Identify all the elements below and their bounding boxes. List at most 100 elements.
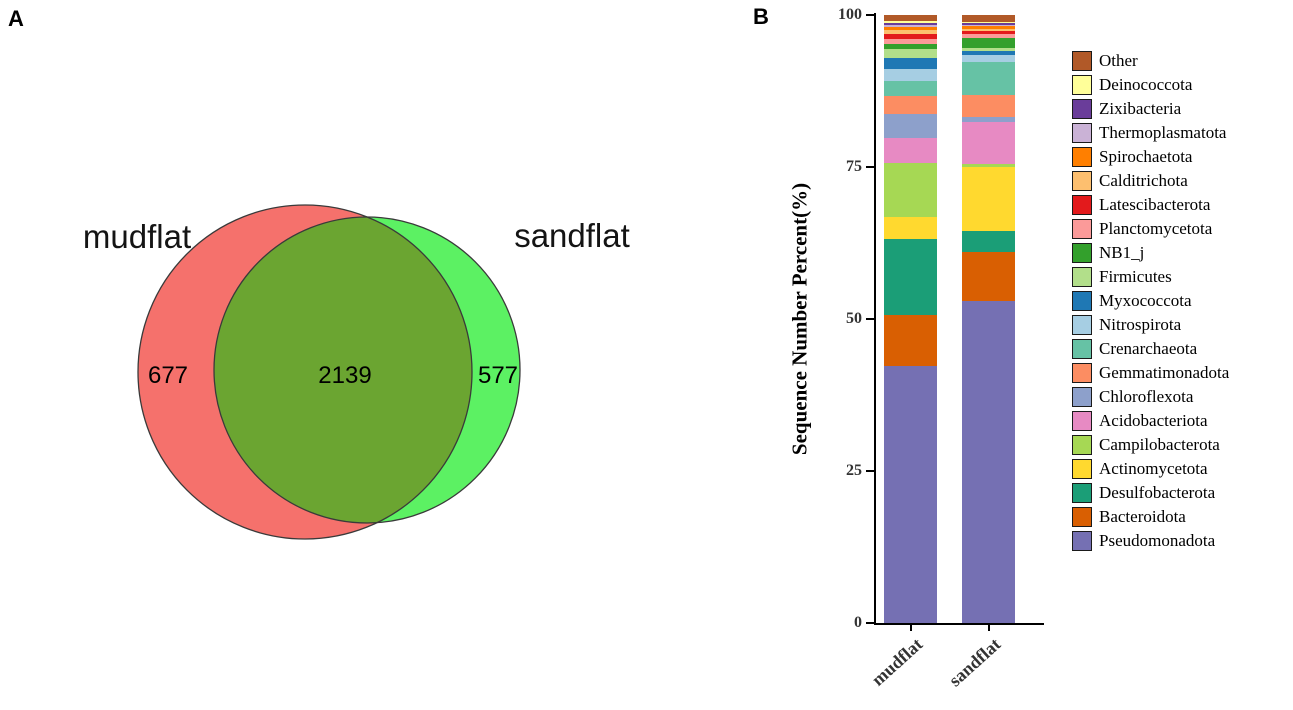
legend-swatch [1072, 123, 1092, 143]
x-tick-sandflat [987, 625, 990, 631]
bar-segment-myxococcota [962, 51, 1015, 55]
legend-swatch [1072, 51, 1092, 71]
legend-label: Firmicutes [1099, 267, 1172, 286]
legend-item-bacteroidota: Bacteroidota [1072, 507, 1229, 527]
bar-segment-chloroflexota [884, 114, 937, 139]
legend-swatch [1072, 99, 1092, 119]
bar-segment-spirochaetota [884, 27, 937, 31]
legend-swatch [1072, 363, 1092, 383]
bar-segment-myxococcota [884, 57, 937, 69]
legend-swatch [1072, 75, 1092, 95]
legend-label: Deinococcota [1099, 75, 1193, 94]
legend-item-desulfobacterota: Desulfobacterota [1072, 483, 1229, 503]
bar-segment-acidobacteriota [884, 138, 937, 163]
venn-diagram: mudflat sandflat 677 2139 577 [83, 204, 630, 540]
bar-segment-acidobacteriota [962, 121, 1015, 165]
bar-segment-bacteroidota [962, 252, 1015, 301]
bar-segment-nitrospirota [962, 54, 1015, 62]
legend-item-chloroflexota: Chloroflexota [1072, 387, 1229, 407]
chart-legend: Other Deinococcota Zixibacteria Thermoplasm… [1072, 51, 1230, 551]
legend-swatch [1072, 315, 1092, 335]
legend-item-nb1_j: NB1_j [1072, 243, 1229, 263]
stacked-bar-plot [878, 15, 1044, 623]
x-tick-label-sandflat: sandflat [944, 634, 1004, 691]
y-tick-75 [866, 166, 874, 168]
bar-segment-deinococcota [962, 21, 1015, 24]
y-axis-line [874, 13, 876, 625]
legend-item-thermoplasmatota: Thermoplasmatota [1072, 123, 1229, 143]
legend-item-campilobacterota: Campilobacterota [1072, 435, 1229, 455]
legend-item-nitrospirota: Nitrospirota [1072, 315, 1229, 335]
y-tick-label-100: 100 [838, 6, 862, 23]
legend-label: Nitrospirota [1099, 315, 1182, 334]
bar-segment-chloroflexota [962, 116, 1015, 122]
stacked-bar-sandflat [962, 15, 1015, 623]
bar-segment-actinomycetota [962, 167, 1015, 231]
y-tick-label-50: 50 [846, 310, 862, 327]
legend-swatch [1072, 435, 1092, 455]
bar-segment-nb1_j [962, 38, 1015, 49]
bar-segment-pseudomonadota [962, 300, 1015, 623]
legend-item-calditrichota: Calditrichota [1072, 171, 1229, 191]
bar-segment-gemmatimonadota [884, 95, 937, 115]
legend-label: Spirochaetota [1099, 147, 1193, 166]
x-tick-label-mudflat: mudflat [867, 634, 926, 690]
legend-label: Planctomycetota [1099, 219, 1213, 238]
bar-segment-campilobacterota [962, 164, 1015, 168]
legend-item-gemmatimonadota: Gemmatimonadota [1072, 363, 1230, 383]
legend-label: Zixibacteria [1099, 99, 1182, 118]
bar-segment-firmicutes [884, 49, 937, 58]
bar-segment-calditrichota [884, 30, 937, 34]
legend-label: Acidobacteriota [1099, 411, 1208, 430]
legend-item-spirochaetota: Spirochaetota [1072, 147, 1229, 167]
bar-segment-latescibacterota [884, 33, 937, 39]
panel-b-label: B [753, 4, 769, 29]
legend-item-crenarchaeota: Crenarchaeota [1072, 339, 1229, 359]
legend-swatch [1072, 507, 1092, 527]
bar-segment-thermoplasmatota [962, 24, 1015, 27]
bar-segment-pseudomonadota [884, 366, 937, 623]
legend-item-other: Other [1072, 51, 1229, 71]
venn-overlap-count: 2139 [318, 362, 371, 389]
legend-swatch [1072, 459, 1092, 479]
venn-left-set-label: mudflat [83, 218, 191, 255]
legend-item-planctomycetota: Planctomycetota [1072, 219, 1229, 239]
bar-segment-gemmatimonadota [962, 95, 1015, 117]
bar-segment-campilobacterota [884, 162, 937, 218]
legend-swatch [1072, 387, 1092, 407]
legend-label: Gemmatimonadota [1099, 363, 1230, 382]
legend-label: Crenarchaeota [1099, 339, 1198, 358]
legend-label: Chloroflexota [1099, 387, 1194, 406]
legend-item-zixibacteria: Zixibacteria [1072, 99, 1229, 119]
y-tick-50 [866, 318, 874, 320]
bar-segment-planctomycetota [962, 34, 1015, 39]
legend-swatch [1072, 171, 1092, 191]
y-tick-25 [866, 470, 874, 472]
legend-swatch [1072, 339, 1092, 359]
venn-left-outline [137, 204, 473, 540]
bar-segment-nb1_j [884, 43, 937, 50]
x-tick-mudflat [909, 625, 912, 631]
bar-segment-desulfobacterota [962, 230, 1015, 253]
legend-label: Pseudomonadota [1099, 531, 1216, 550]
bar-segment-thermoplasmatota [884, 24, 937, 28]
venn-overlap-region [214, 217, 472, 523]
panel-a-label: A [8, 6, 24, 31]
bar-segment-crenarchaeota [884, 80, 937, 96]
bar-segment-spirochaetota [962, 26, 1015, 29]
bar-segment-nitrospirota [884, 68, 937, 81]
venn-left-only-count: 677 [148, 362, 188, 389]
bar-segment-calditrichota [962, 28, 1015, 32]
bar-segment-zixibacteria [962, 23, 1015, 25]
legend-item-firmicutes: Firmicutes [1072, 267, 1229, 287]
y-axis-title: Sequence Number Percent(%) [787, 182, 812, 456]
y-tick-label-0: 0 [854, 614, 862, 631]
stacked-bar-mudflat [884, 15, 937, 623]
y-tick-0 [866, 622, 874, 624]
x-axis-line [874, 623, 1044, 625]
legend-item-myxococcota: Myxococcota [1072, 291, 1229, 311]
legend-label: Thermoplasmatota [1099, 123, 1227, 142]
legend-label: Myxococcota [1099, 291, 1192, 310]
bar-segment-firmicutes [962, 48, 1015, 52]
venn-right-set-label: sandflat [514, 217, 630, 254]
